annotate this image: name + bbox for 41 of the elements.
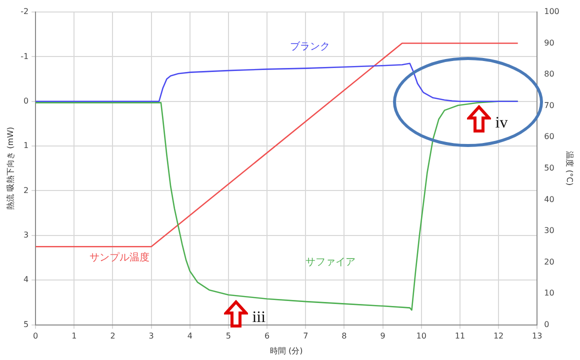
- x-tick-label: 11: [454, 332, 466, 341]
- x-tick-label: 1: [72, 332, 77, 341]
- x-tick-label: 10: [416, 332, 426, 341]
- y-tick-label: 0: [23, 96, 29, 106]
- y-tick-label: 2: [23, 186, 29, 195]
- text: サファイア: [306, 256, 356, 268]
- y2-tick-label: 60: [544, 132, 554, 142]
- y2-tick-label: 50: [544, 163, 554, 172]
- y2-tick-label: 80: [544, 70, 554, 79]
- y2-tick-label: 90: [544, 38, 554, 48]
- y-tick-label: 3: [23, 230, 29, 240]
- annotation: iv: [495, 114, 508, 132]
- x-axis-title: 時間 (分): [270, 346, 303, 356]
- y2-tick-label: 30: [544, 226, 554, 236]
- x-tick-label: 6: [264, 332, 270, 341]
- x-tick-label: 4: [187, 332, 192, 341]
- y2-tick-label: 70: [544, 100, 554, 110]
- x-tick-label: 0: [33, 332, 38, 341]
- y2-tick-label: 20: [544, 257, 554, 266]
- x-tick-label: 8: [342, 332, 347, 341]
- series-label: ブランク: [290, 40, 330, 52]
- y2-tick-label: 100: [544, 7, 560, 16]
- x-tick-label: 9: [380, 332, 386, 341]
- y2-tick-label: 10: [544, 288, 554, 298]
- x-tick-label: 12: [493, 332, 504, 341]
- y-tick-label: 4: [23, 275, 29, 284]
- x-tick-label: 3: [148, 332, 154, 341]
- y-tick-label: -1: [20, 52, 29, 61]
- x-tick-label: 13: [532, 332, 542, 341]
- series-label: サンプル温度: [90, 251, 150, 264]
- y2-tick-label: 0: [544, 320, 550, 329]
- x-tick-label: 5: [226, 332, 232, 341]
- y-tick-label: 5: [23, 320, 29, 329]
- annotation: iii: [252, 308, 266, 326]
- y-tick-label: -2: [20, 7, 29, 16]
- y2-axis-title: 温度 (°C): [565, 151, 574, 186]
- y-tick-label: 1: [23, 141, 29, 150]
- x-tick-label: 2: [110, 332, 116, 341]
- y-axis-title: 熱流 吸熱下向き (mW): [6, 126, 15, 210]
- y2-tick-label: 40: [544, 194, 554, 204]
- x-tick-label: 7: [303, 332, 308, 341]
